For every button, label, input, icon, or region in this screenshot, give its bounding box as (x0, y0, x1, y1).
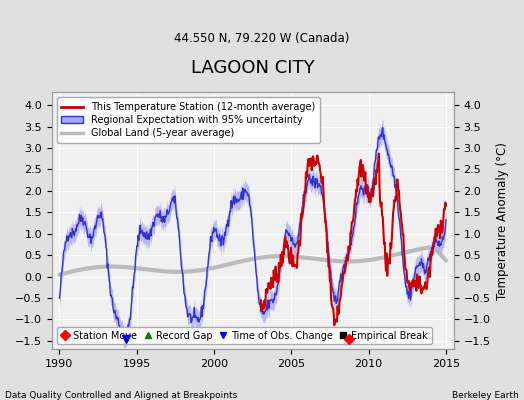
Y-axis label: Temperature Anomaly (°C): Temperature Anomaly (°C) (496, 142, 509, 300)
Text: Berkeley Earth: Berkeley Earth (452, 391, 519, 400)
Text: Data Quality Controlled and Aligned at Breakpoints: Data Quality Controlled and Aligned at B… (5, 391, 237, 400)
Legend: Station Move, Record Gap, Time of Obs. Change, Empirical Break: Station Move, Record Gap, Time of Obs. C… (57, 327, 432, 344)
Title: LAGOON CITY: LAGOON CITY (191, 59, 314, 77)
Text: 44.550 N, 79.220 W (Canada): 44.550 N, 79.220 W (Canada) (174, 32, 350, 45)
